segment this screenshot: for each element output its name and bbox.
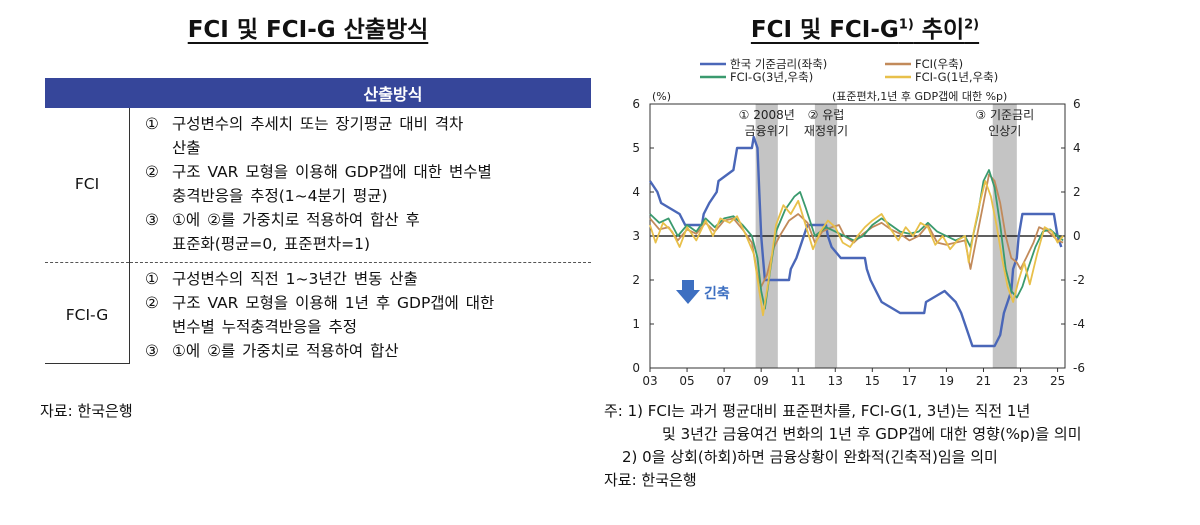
right-tick-label: -2 [1073,273,1085,287]
note-line-3: 2) 0을 상회(하회)하면 금융상황이 완화적(긴축적)임을 의미 [622,448,998,466]
table-row: FCI-G ① 구성변수의 직전 1~3년간 변동 산출 ② 구조 VAR 모형… [45,262,591,364]
chart-source: 자료: 한국은행 [604,471,697,489]
left-tick-label: 0 [632,361,640,375]
period-label: ② 유럽 [808,108,845,122]
legend-entry: FCI(우축) [915,57,963,71]
table-header: 산출방식 [45,78,591,108]
legend-entry: FCI-G(1년,우축) [915,70,998,84]
period-label: 재정위기 [804,124,848,138]
right-tick-label: 4 [1073,141,1081,155]
x-tick-label: 13 [828,374,843,388]
x-tick-label: 15 [865,374,880,388]
period-label: 금융위기 [745,124,789,138]
x-tick-label: 03 [642,374,657,388]
x-tick-label: 11 [791,374,806,388]
right-tick-label: 6 [1073,97,1081,111]
left-tick-label: 3 [632,229,640,243]
left-unit-label: (%) [652,90,671,103]
x-tick-label: 21 [976,374,991,388]
table-row: FCI ① 구성변수의 추세치 또는 장기평균 대비 격차 산출 ② 구조 VAR… [45,108,591,263]
left-tick-label: 6 [632,97,640,111]
period-label: ③ 기준금리 [975,108,1034,122]
right-unit-label: (표준편차,1년 후 GDP갭에 대한 %p) [832,90,1007,103]
left-source: 자료: 한국은행 [40,402,133,420]
left-panel-title: FCI 및 FCI-G 산출방식 [187,17,429,43]
series-line [649,135,1063,348]
x-tick-label: 19 [939,374,954,388]
x-tick-label: 25 [1050,374,1065,388]
right-tick-label: -6 [1073,361,1085,375]
down-arrow-icon [676,280,700,304]
list-item: ① 구성변수의 추세치 또는 장기평균 대비 격차 산출 [145,115,464,157]
chart-title: FCI 및 FCI-G1) 추이2) [750,17,980,43]
x-tick-label: 17 [902,374,917,388]
chart-notes: 주: 1) FCI는 과거 평균대비 표준편차를, FCI-G(1, 3년)는 … [604,400,1194,492]
legend-entry: 한국 기준금리(좌축) [730,57,827,71]
left-tick-label: 5 [632,141,640,155]
x-tick-label: 09 [754,374,769,388]
list-item: ③ ①에 ②를 가중치로 적용하여 합산 [145,342,399,360]
left-tick-label: 4 [632,185,640,199]
x-tick-label: 23 [1013,374,1028,388]
legend-entry: FCI-G(3년,우축) [730,70,813,84]
right-tick-label: 2 [1073,185,1081,199]
right-tick-label: 0 [1073,229,1081,243]
left-tick-label: 1 [632,317,640,331]
list-item: ③ ①에 ②를 가중치로 적용하여 합산 후 표준화(평균=0, 표준편차=1) [145,211,420,253]
period-label: 인상기 [988,124,1021,138]
period-label: ① 2008년 [739,108,795,122]
note-line-2: 및 3년간 금융여건 변화의 1년 후 GDP갭에 대한 영향(%p)을 의미 [662,425,1082,443]
row-label-fcig: FCI-G [45,262,130,364]
list-item: ② 구조 VAR 모형을 이용해 1년 후 GDP갭에 대한 변수별 누적충격반응… [145,294,495,336]
list-item: ② 구조 VAR 모형을 이용해 GDP갭에 대한 변수별 충격반응을 추정(1~… [145,163,492,205]
series-line [649,180,1064,317]
left-tick-label: 2 [632,273,640,287]
row-label-fci: FCI [45,108,130,263]
note-line-1: 주: 1) FCI는 과거 평균대비 표준편차를, FCI-G(1, 3년)는 … [604,402,1031,420]
list-item: ① 구성변수의 직전 1~3년간 변동 산출 [145,270,418,288]
series-line [649,169,1064,310]
x-tick-label: 05 [679,374,694,388]
annotation-label: 긴축 [704,285,730,302]
x-tick-label: 07 [716,374,731,388]
right-tick-label: -4 [1073,317,1085,331]
method-table: 산출방식 FCI ① 구성변수의 추세치 또는 장기평균 대비 격차 산출 ② 구… [45,78,591,364]
